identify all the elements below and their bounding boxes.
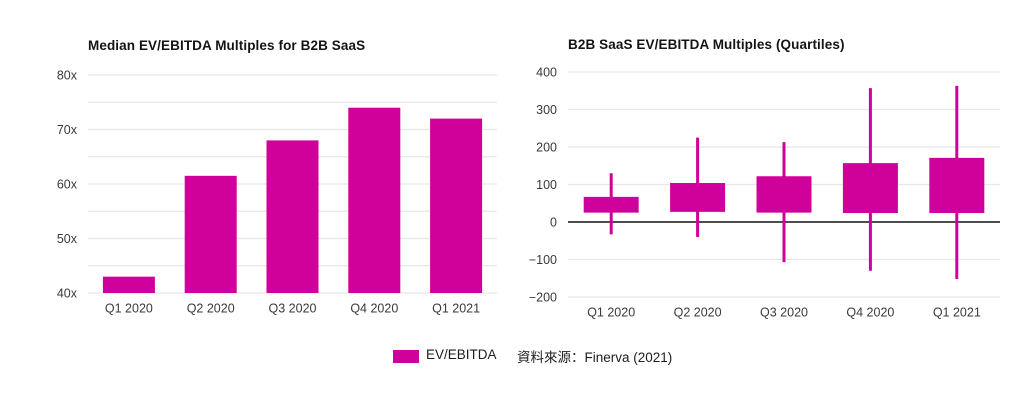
x-tick-label: Q2 2020 — [674, 306, 722, 320]
x-tick-label: Q2 2020 — [187, 302, 235, 316]
quartile-box — [583, 196, 639, 213]
y-tick-label: 60x — [57, 178, 78, 192]
legend-label: EV/EBITDA — [426, 347, 497, 362]
bar-chart-title: Median EV/EBITDA Multiples for B2B SaaS — [88, 38, 366, 53]
y-tick-label: 50x — [57, 232, 78, 246]
quartile-chart-svg: 400 300 200 100 0 −100 −200 Q1 2020 Q2 2020 Q3 20… — [529, 66, 1000, 320]
x-tick-label: Q1 2021 — [933, 306, 981, 320]
x-tick-label: Q1 2020 — [587, 306, 635, 320]
quartile-box — [929, 157, 985, 213]
y-tick-label: 80x — [57, 69, 78, 83]
quartile-box — [756, 176, 812, 213]
y-tick-label: 0 — [550, 216, 557, 230]
bar — [184, 175, 237, 293]
y-tick-label: −100 — [529, 253, 557, 267]
bar — [266, 140, 319, 293]
y-tick-label: 100 — [536, 178, 557, 192]
bar — [348, 107, 401, 293]
x-tick-label: Q1 2020 — [105, 302, 153, 316]
quartile-box — [670, 183, 726, 212]
y-tick-label: 70x — [57, 123, 78, 137]
y-tick-label: 300 — [536, 103, 557, 117]
x-tick-label: Q3 2020 — [760, 306, 808, 320]
quartile-box — [842, 163, 898, 213]
bar — [102, 276, 155, 293]
bar-chart-svg: 80x 70x 60x 50x 40x Q1 2020 Q2 2020 Q3 2020 Q4 2… — [57, 69, 497, 316]
x-tick-label: Q1 2021 — [432, 302, 480, 316]
y-tick-label: 400 — [536, 66, 557, 80]
bar — [430, 118, 483, 293]
x-tick-label: Q4 2020 — [350, 302, 398, 316]
y-tick-label: −200 — [529, 291, 557, 305]
y-tick-label: 200 — [536, 141, 557, 155]
source-note: 資料來源：Finerva (2021) — [517, 350, 673, 365]
x-tick-label: Q3 2020 — [269, 302, 317, 316]
y-tick-label: 40x — [57, 287, 78, 301]
x-tick-label: Q4 2020 — [846, 306, 894, 320]
quartile-chart-title: B2B SaaS EV/EBITDA Multiples (Quartiles) — [568, 37, 845, 52]
legend-swatch-ev-ebitda — [393, 350, 419, 363]
